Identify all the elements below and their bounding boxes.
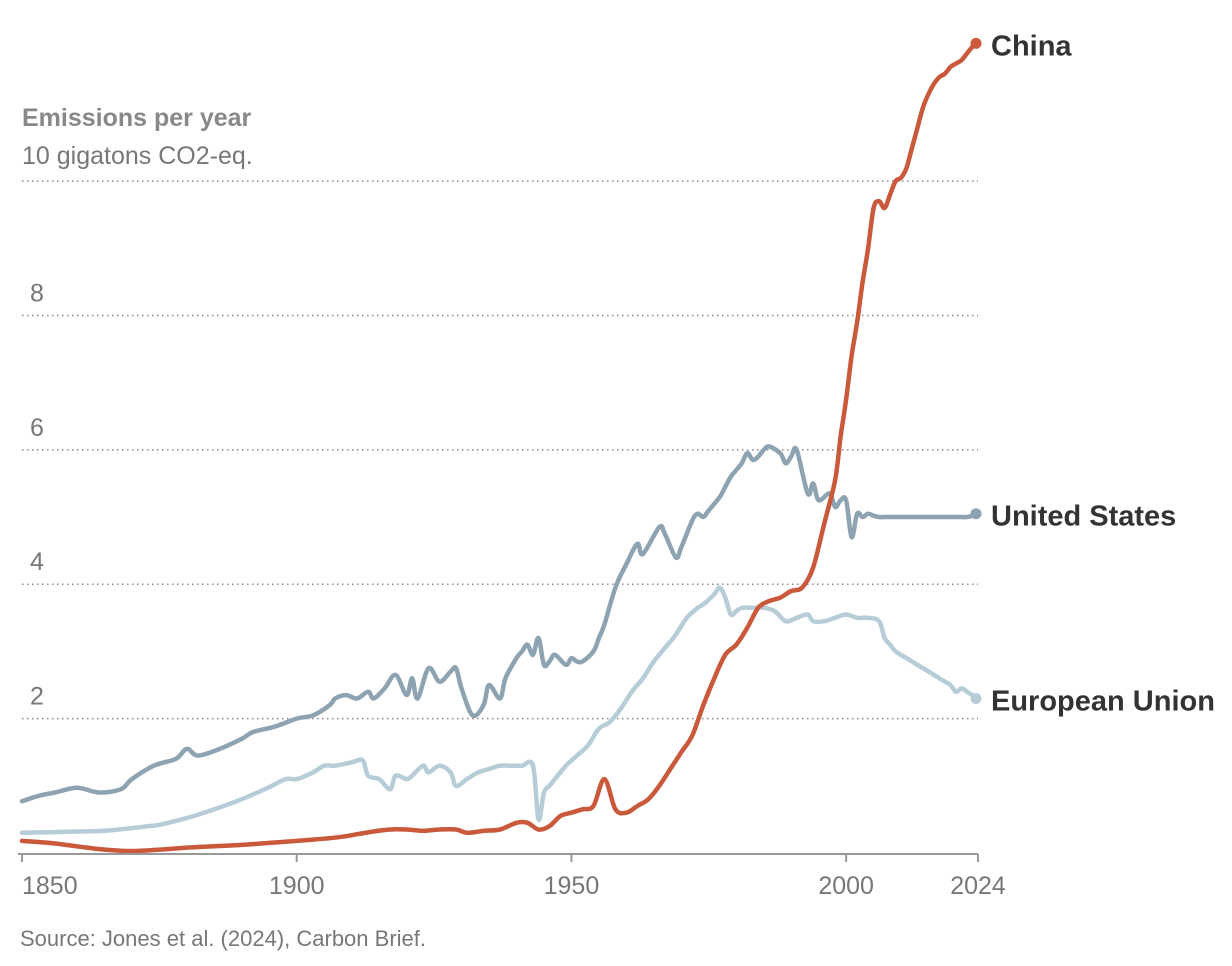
series-label-united-states: United States bbox=[991, 501, 1176, 533]
y-axis-title: Emissions per year bbox=[22, 104, 252, 132]
series-line-china bbox=[19, 41, 981, 854]
x-tick-label-1850: 1850 bbox=[22, 872, 78, 900]
y-tick-label-8: 8 bbox=[30, 279, 44, 307]
series-end-labels: European Union United States China bbox=[991, 30, 1215, 717]
y-tick-label-6: 6 bbox=[30, 414, 44, 442]
y-tick-labels: 2 4 6 8 bbox=[30, 279, 44, 710]
y-axis-unit: 10 gigatons CO2-eq. bbox=[22, 142, 253, 170]
series-end-dot-european-union bbox=[970, 692, 982, 704]
y-tick-label-4: 4 bbox=[30, 548, 44, 576]
x-tick-label-1950: 1950 bbox=[544, 872, 600, 900]
series-end-dot-united-states bbox=[970, 508, 982, 520]
x-ticks: 1850 1900 1950 2000 2024 bbox=[21, 854, 1006, 900]
x-tick-label-2000: 2000 bbox=[818, 872, 874, 900]
x-tick-label-1900: 1900 bbox=[269, 872, 325, 900]
series-label-china: China bbox=[991, 30, 1072, 62]
source-note: Source: Jones et al. (2024), Carbon Brie… bbox=[20, 926, 426, 951]
y-tick-label-2: 2 bbox=[30, 683, 44, 711]
series-end-dot-china bbox=[970, 37, 982, 49]
series-line-european-union bbox=[19, 585, 981, 836]
series-label-european-union: European Union bbox=[991, 685, 1215, 717]
series-line-united-states bbox=[19, 444, 981, 804]
series-lines bbox=[19, 37, 982, 854]
x-tick-label-2024: 2024 bbox=[950, 872, 1006, 900]
gridlines bbox=[22, 180, 978, 720]
